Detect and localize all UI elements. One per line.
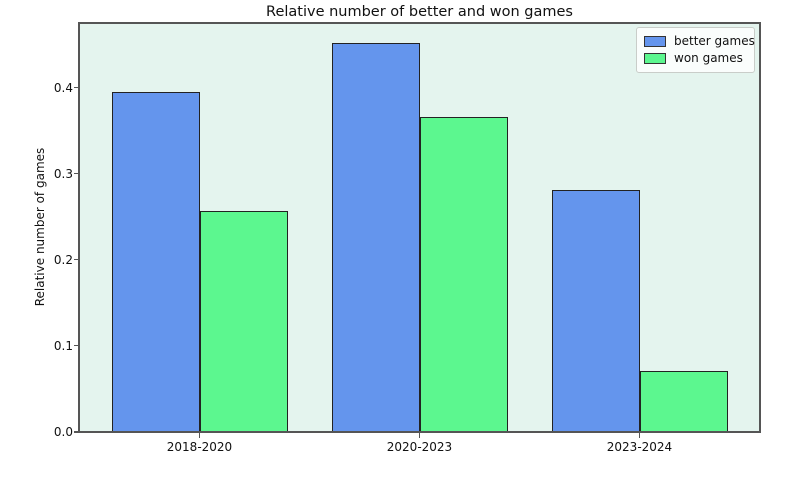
bar-better-games-2023-2024 (551, 190, 640, 432)
bar-better-games-2018-2020 (111, 91, 200, 432)
y-tick (74, 86, 79, 89)
y-tick-label: 0.1 (53, 338, 73, 353)
x-tick-label-2020-2023: 2020-2023 (386, 440, 453, 454)
legend-swatch-better-games (644, 35, 666, 47)
bar-better-games-2020-2023 (331, 42, 420, 432)
y-tick-label: 0.3 (53, 166, 73, 181)
x-tick (418, 433, 421, 438)
bar-won-games-2020-2023 (419, 116, 508, 432)
y-tick (74, 344, 79, 347)
legend-label-won-games: won games (674, 51, 743, 65)
legend-entry-better-games: better games (644, 33, 755, 49)
y-tick-label: 0.0 (53, 425, 73, 439)
y-tick (74, 258, 79, 261)
x-tick-label-2018-2020: 2018-2020 (166, 440, 233, 454)
bar-won-games-2018-2020 (199, 210, 288, 432)
chart-title: Relative number of better and won games (266, 4, 573, 20)
y-tick-label: 0.2 (53, 252, 73, 267)
y-axis-label: Relative number of games (33, 147, 47, 307)
x-tick-label-2023-2024: 2023-2024 (606, 440, 673, 454)
x-tick (638, 433, 641, 438)
bar-won-games-2023-2024 (639, 370, 728, 432)
y-tick (74, 431, 79, 433)
x-tick (198, 433, 201, 438)
legend-entry-won-games: won games (644, 50, 747, 66)
y-tick (74, 172, 79, 175)
legend-swatch-won-games (644, 52, 666, 64)
legend-label-better-games: better games (674, 34, 755, 48)
legend: better games won games (636, 27, 755, 73)
y-tick-label: 0.4 (53, 80, 73, 95)
